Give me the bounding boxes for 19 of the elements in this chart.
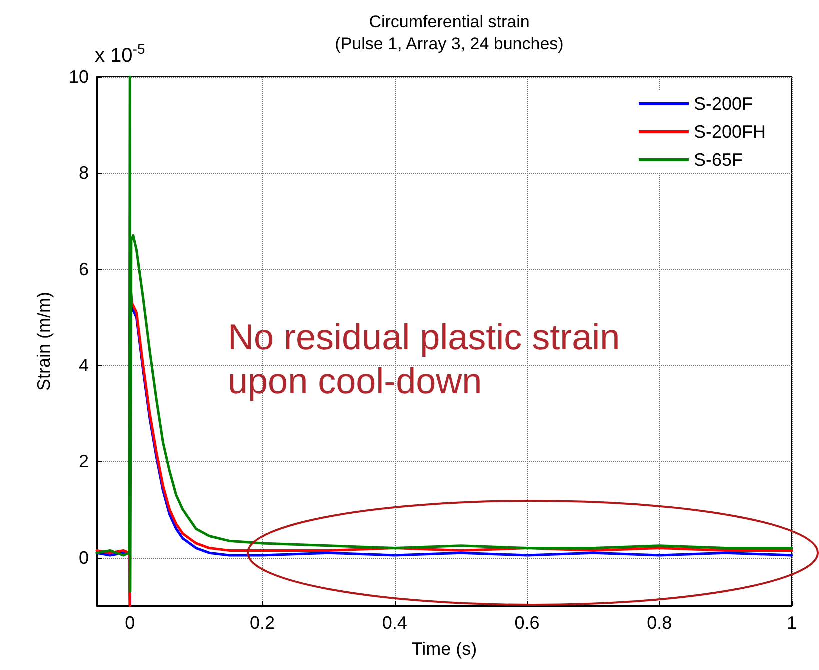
x-axis-title: Time (s) <box>412 639 478 659</box>
x-tick-label: 0.6 <box>514 613 540 633</box>
y-tick-label: 0 <box>78 548 89 568</box>
y-tick-label: 2 <box>78 452 89 472</box>
y-tick-label: 8 <box>78 163 89 184</box>
annotation: No residual plastic strain upon cool-down <box>228 316 620 402</box>
y-axis-title: Strain (m/m) <box>34 292 54 391</box>
x-tick-label: 0.8 <box>647 613 672 633</box>
x-tick-label: 1 <box>786 613 798 633</box>
y-tick-label: 4 <box>78 356 89 376</box>
legend-label: S-200F <box>694 94 754 114</box>
y-tick-label: 6 <box>78 259 89 280</box>
chart-title: Circumferential strain (Pulse 1, Array 3, 24 bunches) <box>335 12 564 54</box>
legend-label: S-200FH <box>694 122 766 142</box>
x-tick-label: 0.2 <box>250 613 275 633</box>
legend-label: S-65F <box>694 150 744 170</box>
x-tick-label: 0 <box>125 613 136 633</box>
y-tick-label: 10 <box>68 67 89 87</box>
x-tick-label: 0.4 <box>382 613 408 633</box>
